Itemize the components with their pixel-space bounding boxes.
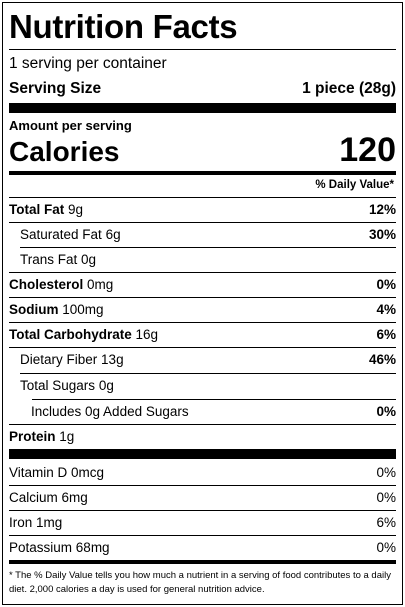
divider [9, 297, 396, 298]
vitamin-dv: 0% [376, 465, 396, 480]
nutrient-amount: 1g [59, 429, 75, 444]
vitamin-name: Potassium [9, 540, 73, 555]
nutrient-row-total-fat: Total Fat 9g 12% [9, 197, 396, 222]
nutrient-row-total-carbohydrate: Total Carbohydrate 16g 6% [9, 322, 396, 347]
nutrient-dv: 6% [376, 327, 396, 342]
nutrient-dv: 4% [376, 302, 396, 317]
vitamin-row-calcium: Calcium 6mg 0% [9, 485, 396, 510]
nutrient-row-added-sugars: Includes 0g Added Sugars 0% [9, 399, 396, 424]
nutrient-row-dietary-fiber: Dietary Fiber 13g 46% [9, 347, 396, 372]
divider [9, 510, 396, 511]
divider [9, 485, 396, 486]
vitamin-row-potassium: Potassium 68mg 0% [9, 535, 396, 560]
nutrient-name: Includes 0g Added Sugars [31, 404, 189, 419]
nutrient-amount: 0g [98, 378, 114, 393]
nutrient-amount: 6g [105, 227, 121, 242]
vitamin-amount: 1mg [36, 515, 63, 530]
nutrient-dv: 0% [376, 277, 396, 292]
nutrient-row-trans-fat: Trans Fat 0g [9, 247, 396, 272]
servings-per-container: 1 serving per container [9, 55, 167, 72]
nutrient-name: Total Sugars [20, 378, 96, 393]
divider [20, 373, 396, 374]
divider [9, 49, 396, 50]
vitamin-amount: 68mg [75, 540, 110, 555]
nutrient-amount: 0mg [87, 277, 114, 292]
calories-value: 120 [339, 131, 396, 169]
nutrient-name: Trans Fat [20, 252, 78, 267]
medium-divider [9, 560, 396, 564]
vitamin-row-iron: Iron 1mg 6% [9, 510, 396, 535]
serving-size-label: Serving Size [9, 80, 102, 97]
nutrient-row-protein: Protein 1g [9, 424, 396, 449]
vitamin-dv: 0% [376, 490, 396, 505]
divider [9, 272, 396, 273]
calories-row: Calories 120 [9, 131, 396, 170]
nutrient-name: Protein [9, 429, 56, 444]
nutrient-row-cholesterol: Cholesterol 0mg 0% [9, 272, 396, 297]
nutrient-row-total-sugars: Total Sugars 0g [9, 373, 396, 398]
vitamin-name: Iron [9, 515, 33, 530]
vitamin-name: Vitamin D [9, 465, 68, 480]
divider [32, 399, 396, 400]
vitamin-amount: 6mg [61, 490, 88, 505]
amount-per-serving: Amount per serving [9, 118, 132, 133]
divider [9, 347, 396, 348]
divider [9, 535, 396, 536]
daily-value-header: % Daily Value* [315, 179, 394, 191]
nutrient-amount: 100mg [62, 302, 104, 317]
divider [9, 424, 396, 425]
nutrient-row-saturated-fat: Saturated Fat 6g 30% [9, 222, 396, 247]
serving-size-value: 1 piece (28g) [302, 80, 396, 97]
vitamin-row-vitamin-d: Vitamin D 0mcg 0% [9, 460, 396, 485]
daily-value-footnote: * The % Daily Value tells you how much a… [9, 570, 391, 595]
nutrient-name: Total Fat [9, 202, 65, 217]
serving-size-row: Serving Size 1 piece (28g) [9, 80, 396, 98]
nutrient-dv: 12% [368, 202, 396, 217]
divider [9, 322, 396, 323]
nutrient-dv: 46% [368, 352, 396, 367]
nutrient-name: Saturated Fat [20, 227, 102, 242]
nutrient-name: Total Carbohydrate [9, 327, 132, 342]
nutrient-amount: 13g [101, 352, 124, 367]
nutrient-name: Sodium [9, 302, 59, 317]
thick-divider [9, 449, 396, 459]
divider [20, 247, 396, 248]
vitamin-dv: 0% [376, 540, 396, 555]
vitamin-amount: 0mcg [71, 465, 105, 480]
vitamin-name: Calcium [9, 490, 58, 505]
nutrient-dv: 30% [368, 227, 396, 242]
medium-divider [9, 171, 396, 175]
divider [9, 222, 396, 223]
label-title: Nutrition Facts [9, 8, 238, 45]
nutrient-amount: 16g [135, 327, 159, 342]
nutrient-amount: 9g [68, 202, 84, 217]
vitamin-dv: 6% [376, 515, 396, 530]
calories-label: Calories [9, 136, 120, 167]
divider [9, 197, 396, 198]
nutrient-name: Cholesterol [9, 277, 84, 292]
thick-divider [9, 103, 396, 113]
nutrient-amount: 0g [81, 252, 97, 267]
nutrient-dv: 0% [376, 404, 396, 419]
nutrient-name: Dietary Fiber [20, 352, 98, 367]
nutrient-row-sodium: Sodium 100mg 4% [9, 297, 396, 322]
